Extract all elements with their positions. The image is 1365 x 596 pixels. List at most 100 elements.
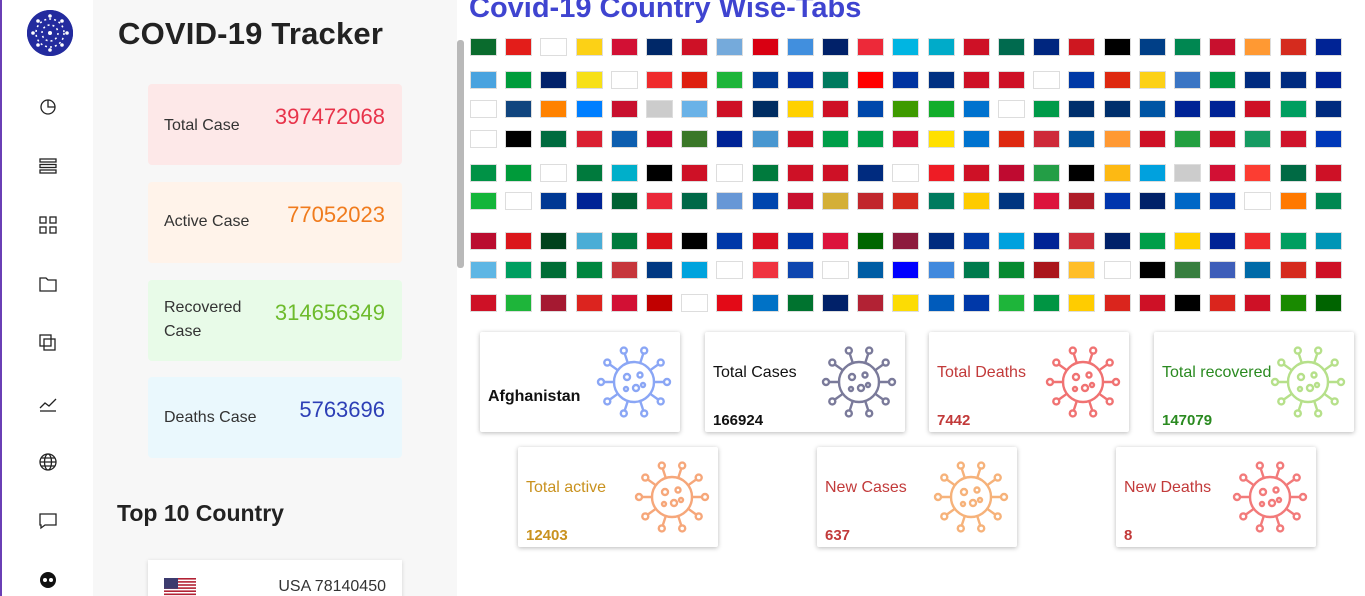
country-flag-icon[interactable]	[575, 38, 603, 56]
country-flag-icon[interactable]	[716, 294, 744, 312]
country-flag-icon[interactable]	[857, 261, 885, 279]
country-flag-icon[interactable]	[998, 38, 1025, 56]
country-flag-icon[interactable]	[716, 192, 744, 210]
country-flag-icon[interactable]	[716, 261, 744, 279]
country-flag-icon[interactable]	[1068, 38, 1096, 56]
country-flag-icon[interactable]	[857, 100, 885, 118]
country-flag-icon[interactable]	[1033, 261, 1061, 279]
country-flag-icon[interactable]	[857, 232, 885, 250]
country-flag-icon[interactable]	[857, 130, 885, 148]
country-flag-icon[interactable]	[822, 38, 849, 56]
country-stat-card[interactable]: Total recovered 147079	[1154, 332, 1354, 432]
country-flag-icon[interactable]	[927, 100, 955, 118]
country-flag-icon[interactable]	[1103, 192, 1131, 210]
country-flag-icon[interactable]	[1068, 294, 1096, 312]
country-flag-icon[interactable]	[1314, 294, 1342, 312]
country-flag-icon[interactable]	[1279, 71, 1307, 89]
country-flag-icon[interactable]	[505, 164, 533, 182]
country-flag-icon[interactable]	[962, 71, 990, 89]
copy-icon[interactable]	[38, 333, 58, 353]
country-flag-icon[interactable]	[1244, 71, 1272, 89]
country-flag-icon[interactable]	[1279, 100, 1307, 118]
country-flag-icon[interactable]	[646, 164, 673, 182]
country-flag-icon[interactable]	[1209, 38, 1237, 56]
country-flag-icon[interactable]	[1138, 130, 1166, 148]
country-flag-icon[interactable]	[1244, 261, 1272, 279]
country-flag-icon[interactable]	[540, 164, 568, 182]
country-flag-icon[interactable]	[1138, 100, 1166, 118]
country-flag-icon[interactable]	[1033, 130, 1061, 148]
folder-icon[interactable]	[38, 274, 58, 294]
country-flag-icon[interactable]	[1138, 38, 1166, 56]
country-flag-icon[interactable]	[786, 38, 814, 56]
country-flag-icon[interactable]	[1103, 38, 1131, 56]
country-flag-icon[interactable]	[610, 100, 638, 118]
country-flag-icon[interactable]	[1244, 164, 1272, 182]
country-flag-icon[interactable]	[1314, 164, 1342, 182]
country-flag-icon[interactable]	[1279, 232, 1307, 250]
country-flag-icon[interactable]	[1174, 130, 1201, 148]
country-flag-icon[interactable]	[716, 38, 744, 56]
country-flag-icon[interactable]	[998, 294, 1025, 312]
country-flag-icon[interactable]	[927, 164, 955, 182]
country-flag-icon[interactable]	[575, 294, 603, 312]
country-flag-icon[interactable]	[927, 71, 955, 89]
country-flag-icon[interactable]	[716, 164, 744, 182]
country-flag-icon[interactable]	[786, 232, 814, 250]
country-flag-icon[interactable]	[1103, 294, 1131, 312]
country-flag-icon[interactable]	[822, 130, 849, 148]
country-flag-icon[interactable]	[1209, 232, 1237, 250]
country-flag-icon[interactable]	[646, 38, 673, 56]
country-flag-icon[interactable]	[1209, 130, 1237, 148]
country-flag-icon[interactable]	[751, 164, 779, 182]
country-flag-icon[interactable]	[892, 294, 920, 312]
country-flag-icon[interactable]	[998, 164, 1025, 182]
country-flag-icon[interactable]	[1279, 38, 1307, 56]
country-flag-icon[interactable]	[1033, 100, 1061, 118]
country-flag-icon[interactable]	[1174, 100, 1201, 118]
country-flag-icon[interactable]	[927, 130, 955, 148]
country-flag-icon[interactable]	[1244, 294, 1272, 312]
country-flag-icon[interactable]	[575, 130, 603, 148]
country-flag-icon[interactable]	[1174, 164, 1201, 182]
country-flag-icon[interactable]	[1279, 261, 1307, 279]
country-flag-icon[interactable]	[716, 130, 744, 148]
country-flag-icon[interactable]	[1174, 192, 1201, 210]
pie-chart-icon[interactable]	[38, 97, 58, 117]
country-flag-icon[interactable]	[1068, 261, 1096, 279]
country-flag-icon[interactable]	[927, 192, 955, 210]
country-flag-icon[interactable]	[470, 261, 497, 279]
country-flag-icon[interactable]	[646, 71, 673, 89]
country-flag-icon[interactable]	[892, 130, 920, 148]
country-flag-icon[interactable]	[505, 130, 533, 148]
country-flag-icon[interactable]	[575, 232, 603, 250]
country-flag-icon[interactable]	[822, 100, 849, 118]
country-flag-icon[interactable]	[1279, 130, 1307, 148]
country-flag-icon[interactable]	[1244, 232, 1272, 250]
country-flag-icon[interactable]	[1314, 100, 1342, 118]
country-flag-icon[interactable]	[1209, 261, 1237, 279]
country-flag-icon[interactable]	[751, 100, 779, 118]
country-flag-icon[interactable]	[1314, 232, 1342, 250]
country-flag-icon[interactable]	[610, 294, 638, 312]
country-flag-icon[interactable]	[1314, 71, 1342, 89]
country-flag-icon[interactable]	[470, 38, 497, 56]
country-flag-icon[interactable]	[610, 261, 638, 279]
country-flag-icon[interactable]	[681, 261, 709, 279]
country-flag-icon[interactable]	[962, 261, 990, 279]
country-flag-icon[interactable]	[1068, 130, 1096, 148]
chat-icon[interactable]	[38, 511, 58, 531]
country-flag-icon[interactable]	[822, 261, 849, 279]
country-flag-icon[interactable]	[681, 294, 709, 312]
country-flag-icon[interactable]	[470, 294, 497, 312]
country-flag-icon[interactable]	[470, 192, 497, 210]
country-flag-icon[interactable]	[716, 100, 744, 118]
panel-scrollbar[interactable]	[457, 40, 464, 268]
country-flag-icon[interactable]	[998, 261, 1025, 279]
country-flag-icon[interactable]	[857, 294, 885, 312]
country-flag-icon[interactable]	[575, 71, 603, 89]
country-flag-icon[interactable]	[892, 38, 920, 56]
country-flag-icon[interactable]	[1244, 130, 1272, 148]
country-flag-icon[interactable]	[681, 130, 709, 148]
country-flag-icon[interactable]	[575, 100, 603, 118]
